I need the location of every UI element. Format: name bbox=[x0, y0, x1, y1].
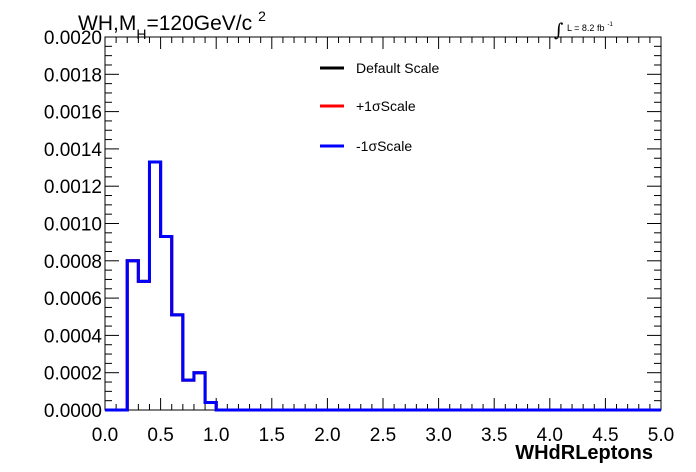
lumi-superscript: -1 bbox=[607, 22, 613, 28]
y-tick-label: 0.0006 bbox=[44, 289, 102, 310]
title-superscript: 2 bbox=[258, 8, 266, 24]
series-line-2 bbox=[105, 160, 661, 412]
y-tick-label: 0.0008 bbox=[44, 252, 102, 273]
x-tick-label: 4.0 bbox=[537, 425, 563, 446]
legend-label: Default Scale bbox=[356, 60, 439, 76]
legend-label: +1σScale bbox=[356, 98, 416, 114]
x-tick-label: 4.5 bbox=[592, 425, 618, 446]
series-group bbox=[105, 160, 661, 412]
chart-title: WH,MH=120GeV/c 2 bbox=[78, 8, 266, 42]
x-tick-label: 0.5 bbox=[147, 425, 173, 446]
x-tick-label: 1.0 bbox=[203, 425, 229, 446]
title-main: WH,M bbox=[78, 12, 136, 35]
y-tick-labels: 0.0000 0.0002 0.0004 0.0006 0.0008 0.0010 0.00… bbox=[44, 28, 103, 422]
x-tick-label: 3.5 bbox=[481, 425, 507, 446]
legend-label: -1σScale bbox=[356, 138, 412, 154]
plot-frame bbox=[104, 36, 662, 411]
x-tick-labels: 0.0 0.5 1.0 1.5 2.0 2.5 3.0 3.5 4.0 4.5 5.0 bbox=[92, 425, 674, 446]
y-tick-label: 0.0016 bbox=[44, 103, 102, 124]
y-tick-label: 0.0000 bbox=[44, 401, 102, 422]
legend: Default Scale +1σScale -1σScale bbox=[320, 60, 439, 154]
series-line-1 bbox=[105, 160, 661, 412]
x-tick-label: 1.5 bbox=[259, 425, 285, 446]
lumi-label: L = 8.2 fb -1 bbox=[567, 22, 613, 33]
y-tick-label: 0.0020 bbox=[44, 28, 102, 49]
axis-ticks bbox=[104, 36, 662, 411]
lumi-integral-sign: ∫ bbox=[554, 20, 564, 41]
x-tick-label: 5.0 bbox=[648, 425, 674, 446]
y-tick-label: 0.0018 bbox=[44, 65, 102, 86]
y-tick-label: 0.0014 bbox=[44, 140, 103, 161]
series-line-0 bbox=[105, 160, 661, 412]
x-tick-label: 2.0 bbox=[314, 425, 340, 446]
x-tick-label: 2.5 bbox=[370, 425, 396, 446]
x-axis-label: WHdRLeptons bbox=[515, 442, 653, 464]
title-rest: =120GeV/c bbox=[146, 12, 252, 35]
y-tick-label: 0.0004 bbox=[44, 326, 103, 347]
y-tick-label: 0.0012 bbox=[44, 177, 102, 198]
x-tick-label: 0.0 bbox=[92, 425, 118, 446]
lumi-text: L = 8.2 fb bbox=[567, 23, 604, 33]
title-subscript: H bbox=[136, 26, 146, 42]
y-tick-label: 0.0002 bbox=[44, 364, 102, 385]
y-tick-label: 0.0010 bbox=[44, 215, 102, 236]
x-tick-label: 3.0 bbox=[425, 425, 451, 446]
